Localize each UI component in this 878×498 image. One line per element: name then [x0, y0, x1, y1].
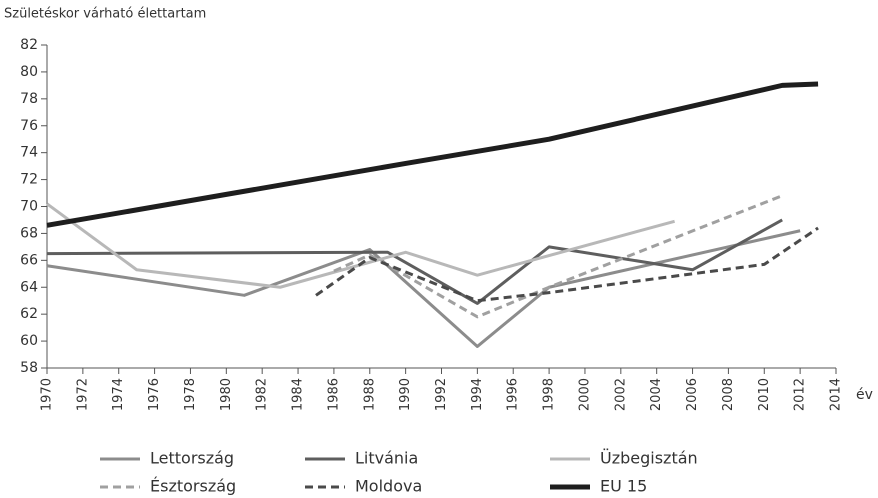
x-tick-label: 2002 [613, 378, 628, 411]
y-tick-label: 74 [20, 145, 38, 161]
x-tick-label: 1988 [362, 378, 377, 411]
x-tick-label: 1982 [255, 378, 270, 411]
y-tick-label: 76 [20, 118, 38, 134]
series-line [333, 194, 783, 319]
x-tick-label: 2014 [829, 378, 844, 411]
x-tick-label: 1992 [434, 378, 449, 411]
y-tick-label: 66 [20, 252, 38, 268]
y-tick-label: 80 [20, 64, 38, 80]
x-tick-label: 1978 [183, 378, 198, 411]
x-tick-label: 1998 [542, 378, 557, 411]
legend-label: Üzbegisztán [600, 449, 698, 468]
x-tick-label: 2010 [757, 378, 772, 411]
x-tick-label: 2012 [793, 378, 808, 411]
x-tick-label: 2000 [577, 378, 592, 411]
y-tick-label: 72 [20, 172, 38, 188]
x-tick-label: 1980 [219, 378, 234, 411]
series-line [315, 226, 819, 303]
legend-label: Litvánia [355, 449, 418, 468]
x-tick-label: 1970 [40, 378, 55, 411]
y-tick-label: 68 [20, 225, 38, 241]
x-tick-label: 1990 [398, 378, 413, 411]
series-line [46, 81, 819, 228]
legend-label: Észtország [150, 477, 236, 496]
x-tick-label: 2006 [685, 378, 700, 411]
x-tick-label: 2004 [649, 378, 664, 411]
y-axis-label: Születéskor várható élettartam [4, 7, 206, 22]
x-tick-label: 1996 [506, 378, 521, 411]
series-line [46, 202, 676, 289]
x-tick-label: 1986 [326, 378, 341, 411]
y-tick-label: 82 [20, 37, 38, 53]
y-tick-label: 78 [20, 91, 38, 107]
y-tick-label: 70 [20, 199, 38, 215]
x-tick-label: 1994 [470, 378, 485, 411]
legend-label: Moldova [355, 477, 422, 496]
y-tick-label: 62 [20, 306, 38, 322]
x-tick-label: 2008 [721, 378, 736, 411]
x-tick-label: 1976 [147, 378, 162, 411]
y-tick-label: 58 [20, 360, 38, 376]
series-line [46, 218, 783, 305]
legend-label: EU 15 [600, 477, 647, 496]
legend-label: Lettország [150, 449, 234, 468]
y-tick-label: 60 [20, 333, 38, 349]
y-tick-label: 64 [20, 279, 38, 295]
x-axis-label: év [856, 387, 873, 403]
x-tick-label: 1984 [291, 378, 306, 411]
series-line [46, 229, 801, 348]
x-tick-label: 1974 [111, 378, 126, 411]
x-tick-label: 1972 [75, 378, 90, 411]
